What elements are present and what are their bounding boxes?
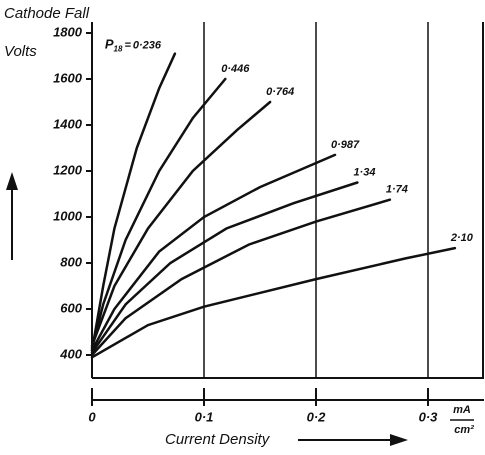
parameter-equals: = <box>124 40 131 52</box>
curve <box>90 153 337 352</box>
curve <box>90 198 392 357</box>
series-name: 0·236 <box>133 40 162 52</box>
series-label: 0·764 <box>266 86 294 98</box>
curve <box>90 52 177 352</box>
series-label: 0·987 <box>331 139 360 151</box>
x-tick-label: 0·2 <box>307 409 327 424</box>
x-unit: mA <box>453 404 471 416</box>
curve <box>90 100 272 348</box>
y-tick-label: 600 <box>60 300 82 315</box>
series-label: 2·10 <box>450 232 474 244</box>
series-label: 1·74 <box>386 184 408 196</box>
y-tick-label: 1200 <box>53 162 83 177</box>
series-label: P18 = 0·236 <box>105 37 162 54</box>
x-tick-label: 0 <box>88 409 96 424</box>
y-title: Cathode Fall <box>4 5 90 22</box>
series-label: 0·446 <box>221 63 250 75</box>
y-tick-label: 1800 <box>53 24 83 39</box>
y-tick-label: 1400 <box>53 116 83 131</box>
x-tick-label: 0·1 <box>195 409 214 424</box>
x-unit: cm² <box>454 424 474 436</box>
y-tick-label: 1000 <box>53 208 83 223</box>
up-arrow <box>6 172 18 260</box>
curve <box>90 181 359 354</box>
y-tick-label: 800 <box>60 254 82 269</box>
y-title: Volts <box>4 43 37 60</box>
x-tick-label: 0·3 <box>419 409 439 424</box>
parameter-symbol: P <box>105 37 114 52</box>
parameter-subscript: 18 <box>114 45 123 54</box>
curve <box>90 77 227 350</box>
curve <box>90 246 457 359</box>
y-tick-label: 400 <box>59 346 82 361</box>
x-title: Current Density <box>165 431 271 448</box>
right-arrow <box>298 434 408 446</box>
series-label: 1·34 <box>353 166 375 178</box>
y-tick-label: 1600 <box>53 70 83 85</box>
